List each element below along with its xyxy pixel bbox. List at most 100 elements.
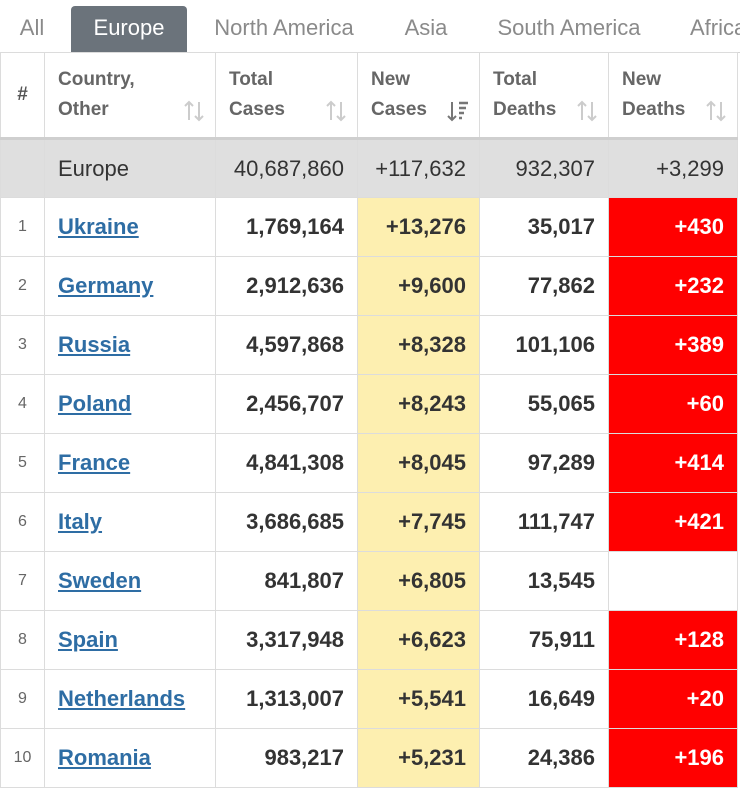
total-rank-cell (0, 138, 45, 198)
total-deaths-cell: 97,289 (479, 433, 609, 493)
total-cases-cell: 4,597,868 (215, 315, 358, 375)
col-header-label: Deaths (622, 99, 686, 120)
col-header-label: Deaths (493, 99, 557, 120)
sort-arrows-icon[interactable] (325, 99, 347, 123)
table-row: 5 France 4,841,308 +8,045 97,289 +414 (0, 433, 738, 493)
new-deaths-cell: +20 (608, 669, 738, 729)
country-link[interactable]: France (58, 450, 131, 475)
col-header-rank[interactable]: # (0, 52, 45, 140)
country-link[interactable]: Italy (58, 509, 103, 534)
new-cases-cell: +5,541 (357, 669, 480, 729)
tab-south-america[interactable]: South America (497, 15, 641, 40)
rank-cell: 4 (0, 374, 45, 434)
new-deaths-cell: +430 (608, 197, 738, 257)
new-deaths-cell (608, 551, 738, 611)
rank-cell: 10 (0, 728, 45, 788)
tab-africa[interactable]: Africa (690, 15, 740, 40)
country-link[interactable]: Spain (58, 627, 118, 652)
tab-asia[interactable]: Asia (404, 15, 448, 40)
country-cell: Russia (44, 315, 216, 375)
col-header-label: Total (493, 69, 537, 90)
col-header-total-deaths[interactable]: Total Deaths (479, 52, 609, 140)
new-cases-cell: +7,745 (357, 492, 480, 552)
total-new-deaths-cell: +3,299 (608, 138, 738, 198)
new-deaths-cell: +128 (608, 610, 738, 670)
new-deaths-cell: +414 (608, 433, 738, 493)
new-deaths-cell: +232 (608, 256, 738, 316)
country-link[interactable]: Russia (58, 332, 131, 357)
total-deaths-cell: 101,106 (479, 315, 609, 375)
col-header-new-deaths[interactable]: New Deaths (608, 52, 738, 140)
col-header-label: Other (58, 99, 109, 120)
new-cases-cell: +6,623 (357, 610, 480, 670)
col-header-country[interactable]: Country, Other (44, 52, 216, 140)
total-cases-cell: 40,687,860 (215, 138, 358, 198)
total-deaths-cell: 16,649 (479, 669, 609, 729)
total-cases-cell: 841,807 (215, 551, 358, 611)
country-cell: Netherlands (44, 669, 216, 729)
table-header-row: # Country, Other Total Cases New Cases (0, 52, 738, 140)
sort-arrows-icon[interactable] (705, 99, 727, 123)
rank-cell: 7 (0, 551, 45, 611)
new-cases-cell: +13,276 (357, 197, 480, 257)
sort-arrows-icon[interactable] (183, 99, 205, 123)
col-header-total-cases[interactable]: Total Cases (215, 52, 358, 140)
table-row: 9 Netherlands 1,313,007 +5,541 16,649 +20 (0, 669, 738, 729)
sort-desc-icon[interactable] (447, 99, 469, 123)
total-cases-cell: 2,912,636 (215, 256, 358, 316)
total-cases-cell: 983,217 (215, 728, 358, 788)
country-link[interactable]: Netherlands (58, 686, 186, 711)
total-deaths-cell: 13,545 (479, 551, 609, 611)
table-row: 3 Russia 4,597,868 +8,328 101,106 +389 (0, 315, 738, 375)
rank-cell: 5 (0, 433, 45, 493)
table-row: 6 Italy 3,686,685 +7,745 111,747 +421 (0, 492, 738, 552)
total-region-cell: Europe (44, 138, 216, 198)
tab-europe[interactable]: Europe (71, 6, 187, 52)
country-cell: Romania (44, 728, 216, 788)
rank-cell: 8 (0, 610, 45, 670)
col-header-label: Country, (58, 69, 135, 90)
col-header-label: Total (229, 69, 273, 90)
col-header-label: Cases (371, 99, 427, 120)
country-cell: Germany (44, 256, 216, 316)
country-cell: Ukraine (44, 197, 216, 257)
country-cell: Spain (44, 610, 216, 670)
country-link[interactable]: Poland (58, 391, 132, 416)
new-cases-cell: +8,045 (357, 433, 480, 493)
col-header-label: New (622, 69, 662, 90)
sort-arrows-icon[interactable] (576, 99, 598, 123)
total-cases-cell: 3,317,948 (215, 610, 358, 670)
total-row: Europe 40,687,860 +117,632 932,307 +3,29… (0, 138, 738, 198)
new-cases-cell: +9,600 (357, 256, 480, 316)
table-row: 2 Germany 2,912,636 +9,600 77,862 +232 (0, 256, 738, 316)
total-cases-cell: 1,313,007 (215, 669, 358, 729)
rank-cell: 3 (0, 315, 45, 375)
new-deaths-cell: +60 (608, 374, 738, 434)
total-deaths-cell: 24,386 (479, 728, 609, 788)
tab-all[interactable]: All (19, 15, 45, 40)
tab-north-america[interactable]: North America (214, 15, 354, 40)
country-link[interactable]: Ukraine (58, 214, 139, 239)
table-row: 8 Spain 3,317,948 +6,623 75,911 +128 (0, 610, 738, 670)
table-row: 4 Poland 2,456,707 +8,243 55,065 +60 (0, 374, 738, 434)
col-header-label: Cases (229, 99, 285, 120)
table-row: 10 Romania 983,217 +5,231 24,386 +196 (0, 728, 738, 788)
rank-cell: 9 (0, 669, 45, 729)
new-deaths-cell: +389 (608, 315, 738, 375)
new-cases-cell: +8,328 (357, 315, 480, 375)
total-deaths-cell: 75,911 (479, 610, 609, 670)
total-cases-cell: 4,841,308 (215, 433, 358, 493)
new-deaths-cell: +421 (608, 492, 738, 552)
covid-stats-table: # Country, Other Total Cases New Cases (0, 52, 738, 788)
country-link[interactable]: Romania (58, 745, 151, 770)
table-row: 1 Ukraine 1,769,164 +13,276 35,017 +430 (0, 197, 738, 257)
total-deaths-cell: 77,862 (479, 256, 609, 316)
total-deaths-cell: 55,065 (479, 374, 609, 434)
col-header-new-cases[interactable]: New Cases (357, 52, 480, 140)
col-header-label: New (371, 69, 411, 90)
country-link[interactable]: Germany (58, 273, 154, 298)
new-deaths-cell: +196 (608, 728, 738, 788)
country-link[interactable]: Sweden (58, 568, 142, 593)
country-cell: Poland (44, 374, 216, 434)
table-row: 7 Sweden 841,807 +6,805 13,545 (0, 551, 738, 611)
